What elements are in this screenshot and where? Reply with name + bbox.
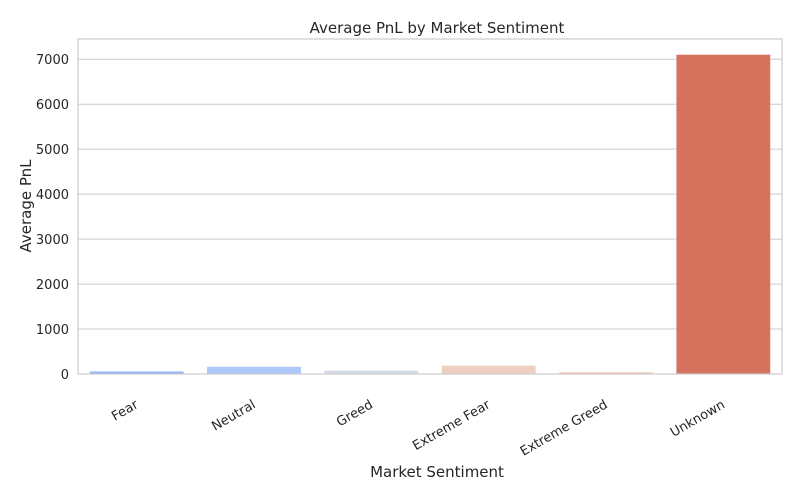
x-tick-label: Greed xyxy=(334,397,376,430)
bar-fear xyxy=(89,371,184,374)
x-tick-label: Extreme Greed xyxy=(518,397,611,459)
x-tick-labels: Fear Neutral Greed Extreme Fear Extreme Gree… xyxy=(109,397,727,459)
y-tick-label: 0 xyxy=(61,368,69,383)
y-tick-label: 6000 xyxy=(36,98,69,113)
x-tick-label: Fear xyxy=(109,397,141,424)
x-tick-label: Unknown xyxy=(668,397,728,440)
bar-extreme-greed xyxy=(559,372,653,374)
x-axis-label: Market Sentiment xyxy=(370,463,504,481)
bar-greed xyxy=(324,370,419,374)
y-tick-label: 7000 xyxy=(36,53,69,68)
grid xyxy=(78,58,782,375)
y-tick-label: 4000 xyxy=(36,188,69,203)
y-tick-label: 5000 xyxy=(36,143,69,158)
y-tick-labels: 0 1000 2000 3000 4000 5000 6000 7000 xyxy=(36,53,69,383)
x-tick-label: Extreme Fear xyxy=(410,397,493,454)
bar-neutral xyxy=(207,366,301,374)
bar-extreme-fear xyxy=(441,365,536,374)
y-axis-label: Average PnL xyxy=(17,159,35,253)
x-tick-label: Neutral xyxy=(209,397,258,434)
bars xyxy=(89,54,771,375)
y-tick-label: 3000 xyxy=(36,233,69,248)
y-tick-label: 1000 xyxy=(36,323,69,338)
chart-title: Average PnL by Market Sentiment xyxy=(310,19,565,37)
bar-unknown xyxy=(676,54,771,375)
y-tick-label: 2000 xyxy=(36,278,69,293)
plot-frame xyxy=(77,38,783,375)
